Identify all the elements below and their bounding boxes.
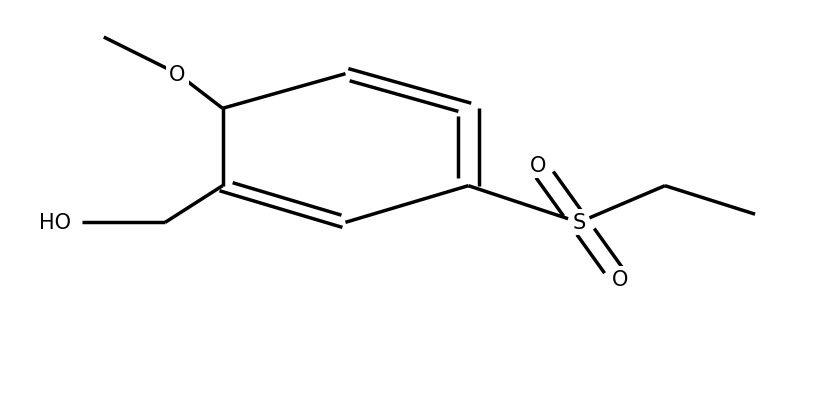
Text: S: S [572, 213, 585, 233]
Text: O: O [530, 156, 546, 176]
Text: O: O [612, 270, 628, 290]
Text: HO: HO [39, 213, 71, 233]
Text: O: O [169, 65, 186, 85]
